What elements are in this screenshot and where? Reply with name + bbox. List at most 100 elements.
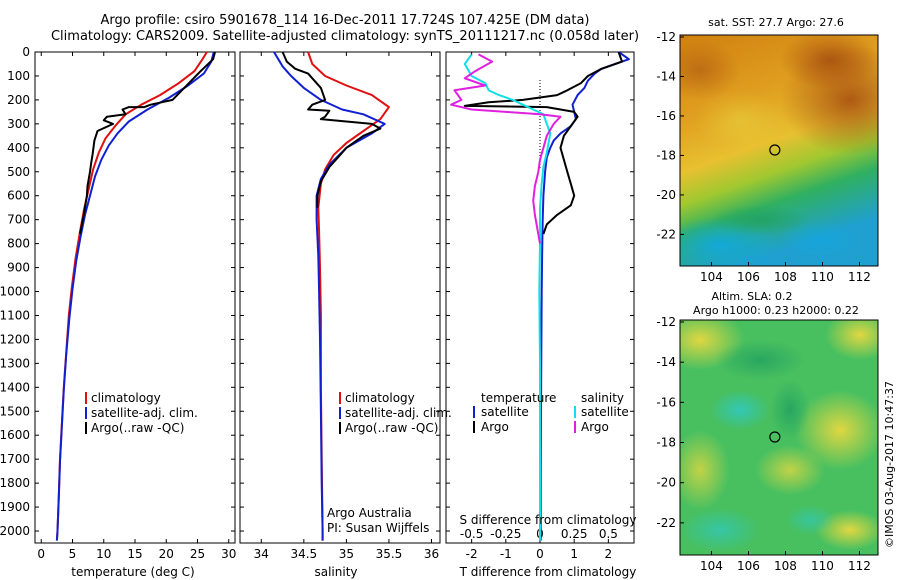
salinity-xlabel: salinity [314,565,357,579]
salinity-legend: climatology satellite-adj. clim. Argo(..… [327,391,452,535]
x-tick-label: 35 [339,547,354,561]
x-tick-label: -1 [500,547,512,561]
y-tick-label: 1500 [0,404,30,418]
y-tick-label: 1700 [0,452,30,466]
x-tick-label-top: -0.25 [490,527,521,541]
series-line-temperature-satellite [539,51,630,541]
map-x-tick-label: 108 [774,559,797,573]
temperature-xlabel: temperature (deg C) [71,565,194,579]
map-x-tick-label: 112 [848,559,871,573]
y-tick-label: 800 [7,237,30,251]
legend-t-satellite-label: satellite [481,405,529,419]
x-tick-label: 30 [221,547,236,561]
header-title-line2: Climatology: CARS2009. Satellite-adjuste… [51,29,639,44]
y-tick-label: 1800 [0,476,30,490]
sst-map-axes: 104 106 108 110 112 -12 -14 -16 -18 -20 -22 [656,30,871,284]
map-y-tick-label: -16 [656,109,676,123]
x-tick-label-top: 0.25 [561,527,588,541]
series-line-climatology [307,51,390,541]
header-title-line1: Argo profile: csiro 5901678_114 16-Dec-2… [101,13,590,28]
sla-map-frame [679,319,879,556]
difference-xlabel-top: S difference from climatology [460,513,637,527]
map-x-tick-label: 106 [737,270,760,284]
x-tick-label-top: -0.5 [460,527,483,541]
map-x-tick-label: 106 [737,559,760,573]
sla-map-title-line2: Argo h1000: 0.23 h2000: 0.22 [693,304,859,317]
difference-xlabel: T difference from climatology [459,565,637,579]
x-tick-label: 36 [424,547,439,561]
imos-timestamp: ©IMOS 03-Aug-2017 10:47:37 [883,381,896,548]
series-line-salinity-argo [450,53,562,244]
x-tick-label-top: 0.5 [599,527,618,541]
y-tick-label: 700 [7,213,30,227]
map-x-tick-label: 104 [700,559,723,573]
legend-temperature-heading: temperature [481,391,556,405]
series-line-argo-raw-qc [79,51,216,235]
sla-map-image [680,320,878,555]
y-tick-label: 500 [7,165,30,179]
legend-argo-label: Argo(..raw -QC) [345,421,438,435]
legend-climatology-label: climatology [345,391,415,405]
sla-map-axes: 104 106 108 110 112 -12 -14 -16 -18 -20 -22 [656,315,871,573]
sst-map-frame [679,34,879,267]
credit-line1: Argo Australia [327,506,412,520]
x-tick-label: 0 [37,547,45,561]
x-tick-label: -2 [466,547,478,561]
x-tick-label: 34 [254,547,269,561]
credit-line2: PI: Susan Wijffels [327,521,429,535]
temperature-legend: climatology satellite-adj. clim. Argo(..… [85,391,198,435]
argo-float-marker [769,144,781,156]
y-tick-label: 1600 [0,428,30,442]
y-tick-label: 1300 [0,356,30,370]
map-x-tick-label: 104 [700,270,723,284]
y-tick-label: 100 [7,69,30,83]
legend-s-satellite-label: satellite [581,405,629,419]
legend-satellite-label: satellite-adj. clim. [345,406,452,420]
x-tick-label: 15 [127,547,142,561]
y-tick-label: 600 [7,189,30,203]
legend-argo-label: Argo(..raw -QC) [91,421,184,435]
map-y-tick-label: -18 [656,436,676,450]
map-x-tick-label: 108 [774,270,797,284]
legend-t-argo-label: Argo [481,420,509,434]
difference-chart: -2 -1 0 1 2-0.5 -0.25 0 0.25 0.5 [446,51,634,561]
y-tick-label: 1200 [0,332,30,346]
y-tick-label: 300 [7,117,30,131]
x-tick-label: 10 [96,547,111,561]
map-y-tick-label: -12 [656,30,676,44]
map-y-tick-label: -22 [656,516,676,530]
map-y-tick-label: -20 [656,188,676,202]
sla-map-title-line1: Altim. SLA: 0.2 [711,290,792,303]
map-y-tick-label: -16 [656,395,676,409]
map-y-tick-label: -14 [656,355,676,369]
series-line-satellite-adj-clim [273,51,386,541]
series-line-climatology [55,51,208,541]
map-x-tick-label: 110 [811,559,834,573]
legend-salinity-heading: salinity [581,391,624,405]
y-tick-label: 0 [22,45,30,59]
x-tick-label: 5 [69,547,77,561]
y-tick-label: 1100 [0,308,30,322]
argo-float-marker [769,431,781,443]
sst-map-title: sat. SST: 27.7 Argo: 27.6 [708,16,844,29]
salinity-chart: 34 34.5 35 35.5 36 [240,51,440,561]
legend-s-argo-label: Argo [581,420,609,434]
salinity-panel-frame [239,51,441,544]
map-y-tick-label: -22 [656,227,676,241]
x-tick-label: 1 [570,547,578,561]
x-tick-label: 35.5 [376,547,403,561]
y-tick-label: 400 [7,141,30,155]
series-line-temperature-argo [463,51,623,235]
x-tick-label: 0 [536,547,544,561]
map-x-tick-label: 110 [811,270,834,284]
map-y-tick-label: -20 [656,476,676,490]
y-tick-label: 1400 [0,380,30,394]
y-tick-label: 900 [7,261,30,275]
y-tick-label: 1900 [0,500,30,514]
temperature-panel-frame [34,51,236,544]
series-line-satellite-adj-clim [55,51,215,541]
x-tick-label: 34.5 [290,547,317,561]
map-y-tick-label: -14 [656,69,676,83]
legend-climatology-label: climatology [91,391,161,405]
